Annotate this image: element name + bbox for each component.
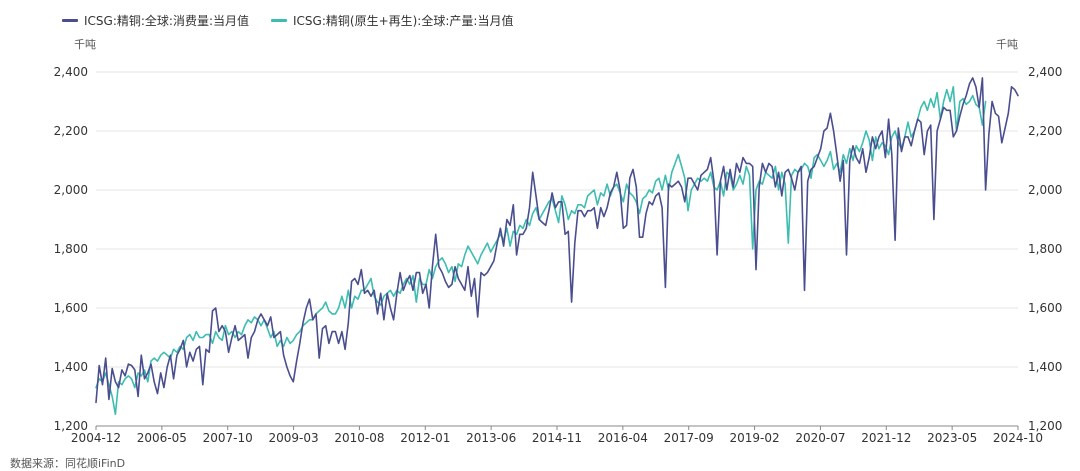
x-tick-label: 2017-09 xyxy=(664,431,714,445)
y-tick-label-left: 1,400 xyxy=(54,360,88,374)
y-tick-label-right: 1,400 xyxy=(1028,360,1062,374)
x-tick-label: 2014-11 xyxy=(532,431,582,445)
x-tick-label: 2012-01 xyxy=(400,431,450,445)
y-tick-label-right: 2,400 xyxy=(1028,65,1062,79)
x-tick-label: 2010-08 xyxy=(334,431,384,445)
x-tick-label: 2020-07 xyxy=(795,431,845,445)
y-tick-label-right: 1,200 xyxy=(1028,419,1062,433)
data-source-note: 数据来源：同花顺iFinD xyxy=(10,457,126,470)
x-tick-label: 2007-10 xyxy=(203,431,253,445)
series-line-consumption xyxy=(95,77,1019,404)
series-line-production xyxy=(95,86,987,416)
x-tick-label: 2004-12 xyxy=(71,431,121,445)
left-axis-unit: 千吨 xyxy=(74,38,96,51)
y-tick-label-right: 1,800 xyxy=(1028,242,1062,256)
right-axis-unit: 千吨 xyxy=(996,38,1018,51)
legend-label-production: ICSG:精铜(原生+再生):全球:产量:当月值 xyxy=(293,14,514,28)
legend-label-consumption: ICSG:精铜:全球:消费量:当月值 xyxy=(84,14,250,28)
y-tick-label-left: 2,000 xyxy=(54,183,88,197)
x-tick-label: 2006-05 xyxy=(137,431,187,445)
chart-legend: ICSG:精铜:全球:消费量:当月值 ICSG:精铜(原生+再生):全球:产量:… xyxy=(62,12,513,29)
y-tick-label-left: 1,600 xyxy=(54,301,88,315)
y-tick-label-left: 1,800 xyxy=(54,242,88,256)
legend-item-production[interactable]: ICSG:精铜(原生+再生):全球:产量:当月值 xyxy=(271,12,513,29)
x-tick-label: 2019-02 xyxy=(730,431,780,445)
y-tick-label-left: 2,200 xyxy=(54,124,88,138)
x-tick-label: 2009-03 xyxy=(269,431,319,445)
y-tick-label-right: 2,200 xyxy=(1028,124,1062,138)
x-tick-label: 2021-12 xyxy=(861,431,911,445)
x-tick-label: 2016-04 xyxy=(598,431,648,445)
x-tick-label: 2024-10 xyxy=(993,431,1043,445)
y-tick-label-left: 1,200 xyxy=(54,419,88,433)
legend-swatch-consumption xyxy=(62,19,78,22)
y-tick-label-right: 2,000 xyxy=(1028,183,1062,197)
x-tick-label: 2013-06 xyxy=(466,431,516,445)
y-tick-label-right: 1,600 xyxy=(1028,301,1062,315)
x-tick-label: 2023-05 xyxy=(927,431,977,445)
legend-item-consumption[interactable]: ICSG:精铜:全球:消费量:当月值 xyxy=(62,12,249,29)
legend-swatch-production xyxy=(271,19,288,22)
y-tick-label-left: 2,400 xyxy=(54,65,88,79)
